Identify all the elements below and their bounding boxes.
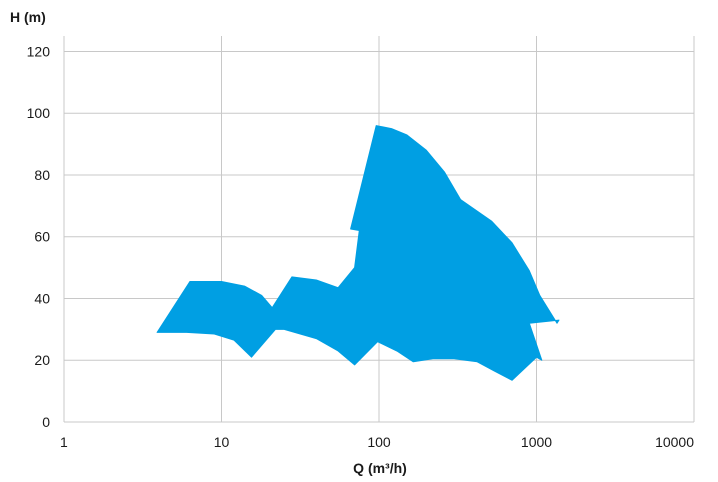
y-tick-label: 120 — [27, 43, 51, 59]
performance-area — [156, 125, 560, 381]
x-tick-label: 10000 — [655, 434, 694, 450]
performance-areas — [156, 125, 560, 381]
y-tick-label: 40 — [34, 290, 50, 306]
x-tick-label: 1000 — [521, 434, 552, 450]
x-axis-title: Q (m³/h) — [353, 460, 407, 476]
y-tick-label: 60 — [34, 229, 50, 245]
x-tick-label: 10 — [214, 434, 230, 450]
y-tick-label: 20 — [34, 352, 50, 368]
y-tick-label: 100 — [27, 105, 51, 121]
y-tick-label: 0 — [42, 414, 50, 430]
x-tick-label: 100 — [367, 434, 391, 450]
y-tick-label: 80 — [34, 167, 50, 183]
x-tick-label: 1 — [60, 434, 68, 450]
y-axis-title: H (m) — [10, 9, 46, 25]
